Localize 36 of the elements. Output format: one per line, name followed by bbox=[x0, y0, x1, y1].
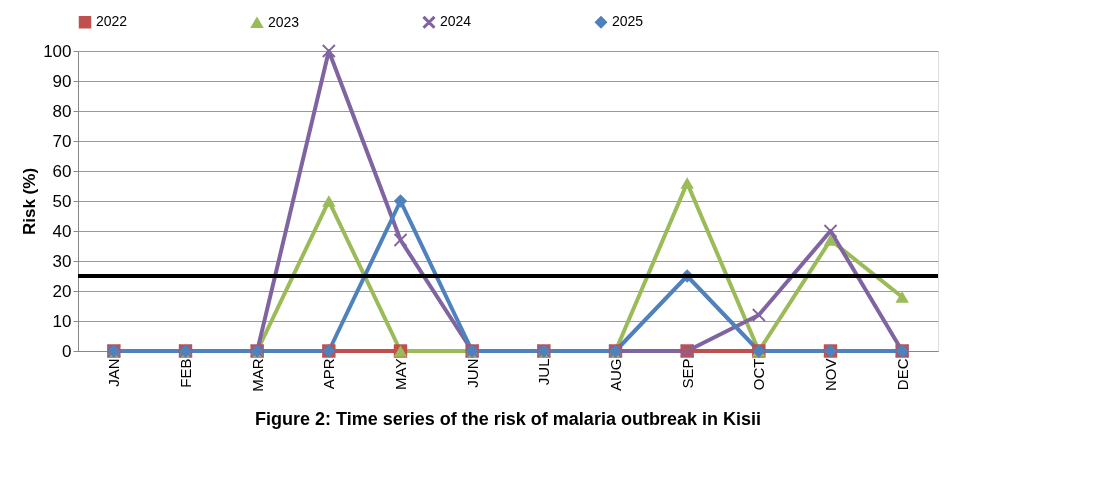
y-tick-label: 0 bbox=[62, 341, 72, 361]
y-tick-label: 20 bbox=[52, 281, 72, 301]
x-tick-label: JUN bbox=[463, 358, 481, 388]
x-tick-label: FEB bbox=[177, 358, 194, 388]
x-tick-label: MAY bbox=[392, 358, 409, 390]
x-tick-label: OCT bbox=[750, 358, 768, 391]
y-tick-label: 10 bbox=[52, 311, 72, 331]
x-tick-label: SEP bbox=[678, 358, 696, 389]
point bbox=[752, 308, 766, 322]
y-tick-label: 40 bbox=[52, 221, 72, 241]
point bbox=[322, 44, 336, 58]
y-tick-label: 80 bbox=[52, 101, 72, 121]
point bbox=[895, 291, 909, 303]
x-tick-label: JUL bbox=[535, 358, 553, 386]
point bbox=[680, 177, 694, 189]
y-tick-label: 90 bbox=[52, 71, 72, 91]
point bbox=[322, 195, 336, 207]
legend-label: 2024 bbox=[440, 13, 472, 30]
y-tick-label: 70 bbox=[52, 131, 72, 151]
x-tick-label: NOV bbox=[822, 358, 839, 392]
legend-label: 2022 bbox=[96, 13, 128, 30]
y-tick-label: 100 bbox=[43, 41, 72, 61]
legend-label: 2025 bbox=[612, 13, 644, 30]
y-tick-label: 60 bbox=[52, 161, 72, 181]
legend-label: 2023 bbox=[268, 13, 300, 30]
point bbox=[823, 234, 838, 246]
text: Figure 2: Time series of the risk of malaria outbreak in Kisii bbox=[255, 409, 761, 430]
y-axis-title: Risk (%) bbox=[20, 167, 40, 236]
x-tick-label: DEC bbox=[893, 358, 911, 391]
x-tick-label: APR bbox=[320, 358, 338, 390]
x-tick-label: AUG bbox=[607, 358, 624, 392]
x-tick-label: MAR bbox=[248, 358, 266, 392]
y-tick-label: 50 bbox=[52, 191, 72, 211]
point bbox=[393, 194, 408, 208]
y-tick-label: 30 bbox=[52, 251, 72, 271]
x-tick-label: JAN bbox=[105, 358, 123, 387]
